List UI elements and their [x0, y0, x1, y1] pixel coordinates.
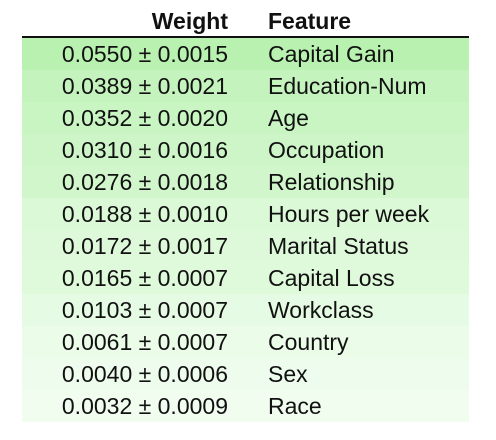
table-row: 0.0550 ± 0.0015 Capital Gain: [22, 38, 469, 70]
weight-value: 0.0032 ± 0.0009: [61, 392, 228, 419]
weight-value: 0.0188 ± 0.0010: [61, 200, 228, 227]
weight-value: 0.0276 ± 0.0018: [61, 168, 228, 195]
feature-name: Education-Num: [268, 72, 427, 99]
weight-column-header: Weight: [151, 7, 228, 34]
feature-name: Race: [268, 392, 322, 419]
feature-name: Occupation: [268, 136, 385, 163]
table-row: 0.0061 ± 0.0007 Country: [22, 326, 469, 358]
weight-value: 0.0172 ± 0.0017: [61, 232, 228, 259]
table-row: 0.0352 ± 0.0020 Age: [22, 102, 469, 134]
feature-name: Age: [268, 104, 309, 131]
table-row: 0.0165 ± 0.0007 Capital Loss: [22, 262, 469, 294]
feature-name: Sex: [268, 360, 308, 387]
feature-name: Capital Loss: [268, 264, 395, 291]
feature-column-header: Feature: [268, 7, 352, 34]
weight-value: 0.0061 ± 0.0007: [61, 328, 228, 355]
table-header: Weight Feature: [22, 6, 469, 38]
table-row: 0.0389 ± 0.0021 Education-Num: [22, 70, 469, 102]
feature-weights-table: Weight Feature 0.0550 ± 0.0015 Capital Ga…: [22, 6, 469, 422]
feature-name: Hours per week: [268, 200, 430, 227]
table-row: 0.0310 ± 0.0016 Occupation: [22, 134, 469, 166]
weight-value: 0.0103 ± 0.0007: [61, 296, 228, 323]
weight-value: 0.0389 ± 0.0021: [61, 72, 228, 99]
feature-name: Relationship: [268, 168, 395, 195]
table-row: 0.0276 ± 0.0018 Relationship: [22, 166, 469, 198]
weight-value: 0.0550 ± 0.0015: [61, 40, 228, 67]
weight-value: 0.0310 ± 0.0016: [61, 136, 228, 163]
table-body: 0.0550 ± 0.0015 Capital Gain 0.0389 ± 0.00…: [22, 38, 469, 422]
table-row: 0.0040 ± 0.0006 Sex: [22, 358, 469, 390]
weight-value: 0.0165 ± 0.0007: [61, 264, 228, 291]
weight-value: 0.0040 ± 0.0006: [61, 360, 228, 387]
table-row: 0.0172 ± 0.0017 Marital Status: [22, 230, 469, 262]
table-row: 0.0032 ± 0.0009 Race: [22, 390, 469, 422]
table-row: 0.0103 ± 0.0007 Workclass: [22, 294, 469, 326]
feature-name: Capital Gain: [268, 40, 395, 67]
table-row: 0.0188 ± 0.0010 Hours per week: [22, 198, 469, 230]
feature-name: Workclass: [268, 296, 374, 323]
feature-name: Marital Status: [268, 232, 409, 259]
weight-value: 0.0352 ± 0.0020: [61, 104, 228, 131]
feature-name: Country: [268, 328, 349, 355]
